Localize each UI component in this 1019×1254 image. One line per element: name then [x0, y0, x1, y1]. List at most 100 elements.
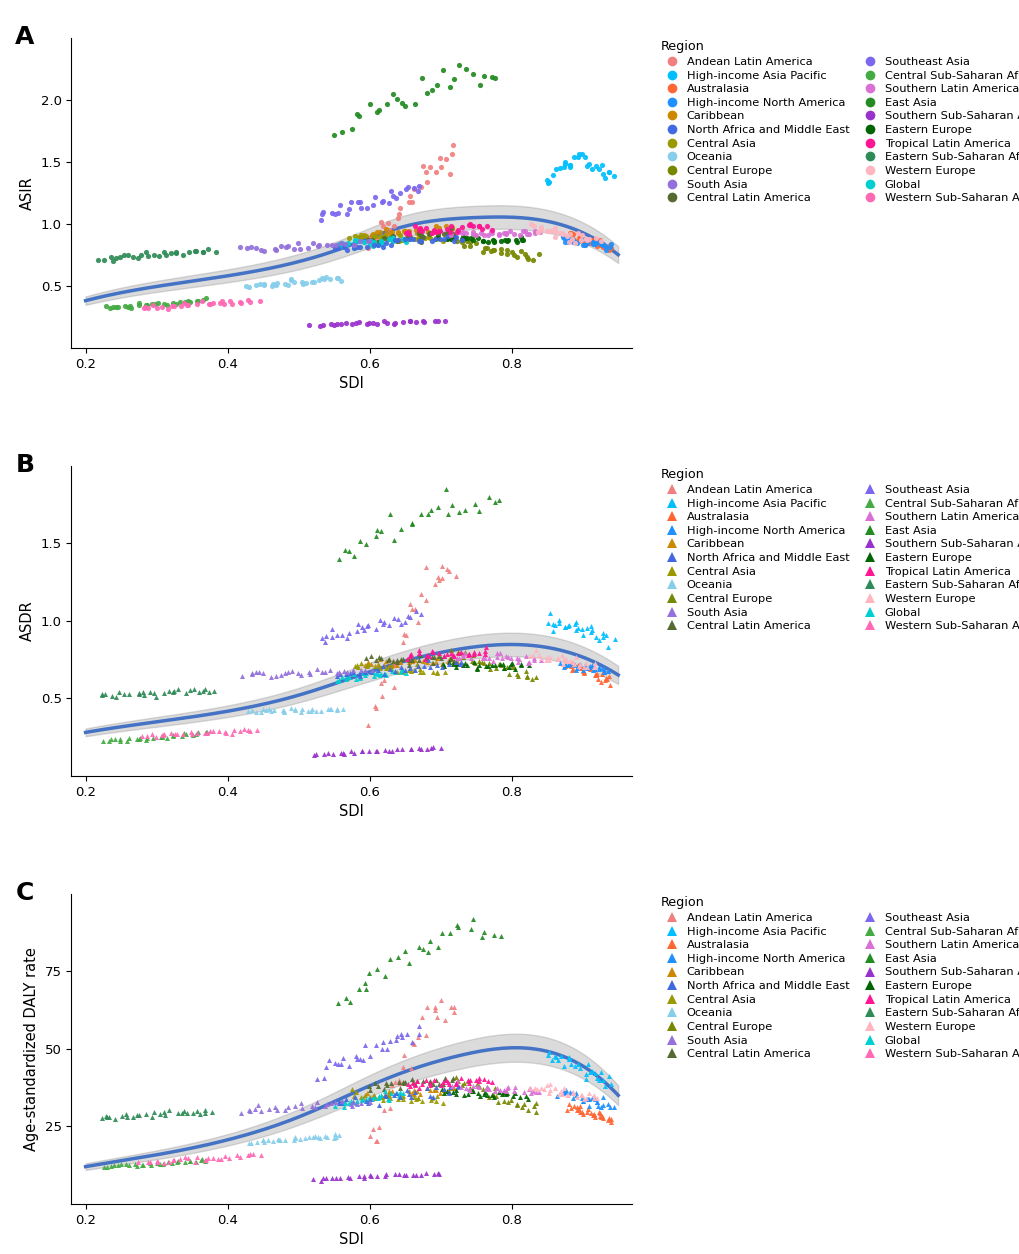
- Point: [329, 268, 345, 288]
- Point: [396, 612, 413, 632]
- Point: [469, 1076, 485, 1096]
- Point: [344, 1092, 361, 1112]
- Text: C: C: [15, 882, 34, 905]
- Point: [476, 1070, 492, 1090]
- Point: [375, 656, 391, 676]
- Point: [507, 1095, 524, 1115]
- Point: [375, 237, 391, 257]
- Point: [323, 700, 339, 720]
- Point: [597, 240, 613, 260]
- Point: [446, 227, 463, 247]
- Point: [455, 1073, 472, 1093]
- Point: [412, 232, 428, 252]
- Point: [515, 1082, 531, 1102]
- Point: [97, 683, 113, 703]
- Point: [405, 1165, 421, 1185]
- Point: [441, 653, 458, 673]
- Point: [408, 221, 424, 241]
- Point: [371, 1087, 387, 1107]
- Point: [556, 232, 573, 252]
- Point: [542, 1080, 558, 1100]
- Point: [416, 650, 432, 670]
- Point: [341, 663, 358, 683]
- Point: [540, 1083, 556, 1104]
- Point: [454, 647, 471, 667]
- Point: [337, 312, 354, 332]
- Point: [156, 1105, 172, 1125]
- Point: [381, 741, 397, 761]
- Point: [493, 647, 510, 667]
- Point: [525, 1096, 541, 1116]
- Point: [605, 167, 622, 187]
- Point: [104, 686, 120, 706]
- Point: [419, 83, 435, 103]
- Point: [384, 656, 400, 676]
- Point: [400, 222, 417, 242]
- Point: [592, 233, 608, 253]
- Point: [386, 662, 403, 682]
- Point: [417, 648, 433, 668]
- Point: [400, 650, 417, 670]
- Point: [406, 1033, 422, 1053]
- Point: [168, 1152, 184, 1172]
- Point: [544, 164, 560, 184]
- Point: [357, 226, 373, 246]
- Point: [466, 224, 482, 245]
- Point: [178, 295, 195, 315]
- Point: [497, 647, 514, 667]
- Point: [158, 295, 174, 315]
- Point: [559, 1050, 576, 1070]
- Point: [384, 1075, 400, 1095]
- Point: [471, 75, 487, 95]
- Point: [424, 653, 440, 673]
- Point: [261, 698, 277, 719]
- Point: [358, 534, 374, 554]
- Point: [575, 662, 591, 682]
- Point: [483, 655, 499, 675]
- Point: [397, 1165, 414, 1185]
- Point: [348, 621, 365, 641]
- Point: [587, 155, 603, 176]
- Point: [394, 632, 411, 652]
- Point: [498, 1083, 515, 1104]
- Point: [353, 1087, 369, 1107]
- Point: [376, 1081, 392, 1101]
- Point: [105, 251, 121, 271]
- Point: [109, 1155, 125, 1175]
- Point: [369, 314, 385, 334]
- Point: [362, 1126, 378, 1146]
- Point: [515, 222, 531, 242]
- Point: [568, 1085, 584, 1105]
- Point: [484, 1085, 500, 1105]
- Point: [380, 656, 396, 676]
- Point: [442, 647, 459, 667]
- Point: [403, 661, 419, 681]
- Point: [290, 233, 307, 253]
- Point: [189, 1147, 205, 1167]
- Point: [441, 923, 458, 943]
- Point: [505, 224, 522, 245]
- Point: [480, 653, 496, 673]
- Point: [579, 1055, 595, 1075]
- Point: [503, 657, 520, 677]
- Point: [353, 198, 369, 218]
- Point: [461, 214, 477, 234]
- Point: [598, 624, 614, 645]
- Point: [441, 1077, 458, 1097]
- Point: [578, 233, 594, 253]
- Point: [385, 314, 401, 334]
- Point: [539, 647, 555, 667]
- Point: [410, 1027, 426, 1047]
- Point: [256, 275, 272, 295]
- Point: [217, 1146, 233, 1166]
- Point: [429, 74, 445, 94]
- Point: [573, 228, 589, 248]
- Point: [466, 652, 482, 672]
- Point: [476, 647, 492, 667]
- Point: [595, 662, 611, 682]
- Point: [403, 739, 419, 759]
- Point: [562, 1053, 579, 1073]
- Point: [373, 192, 389, 212]
- Point: [413, 604, 429, 624]
- Point: [355, 619, 371, 640]
